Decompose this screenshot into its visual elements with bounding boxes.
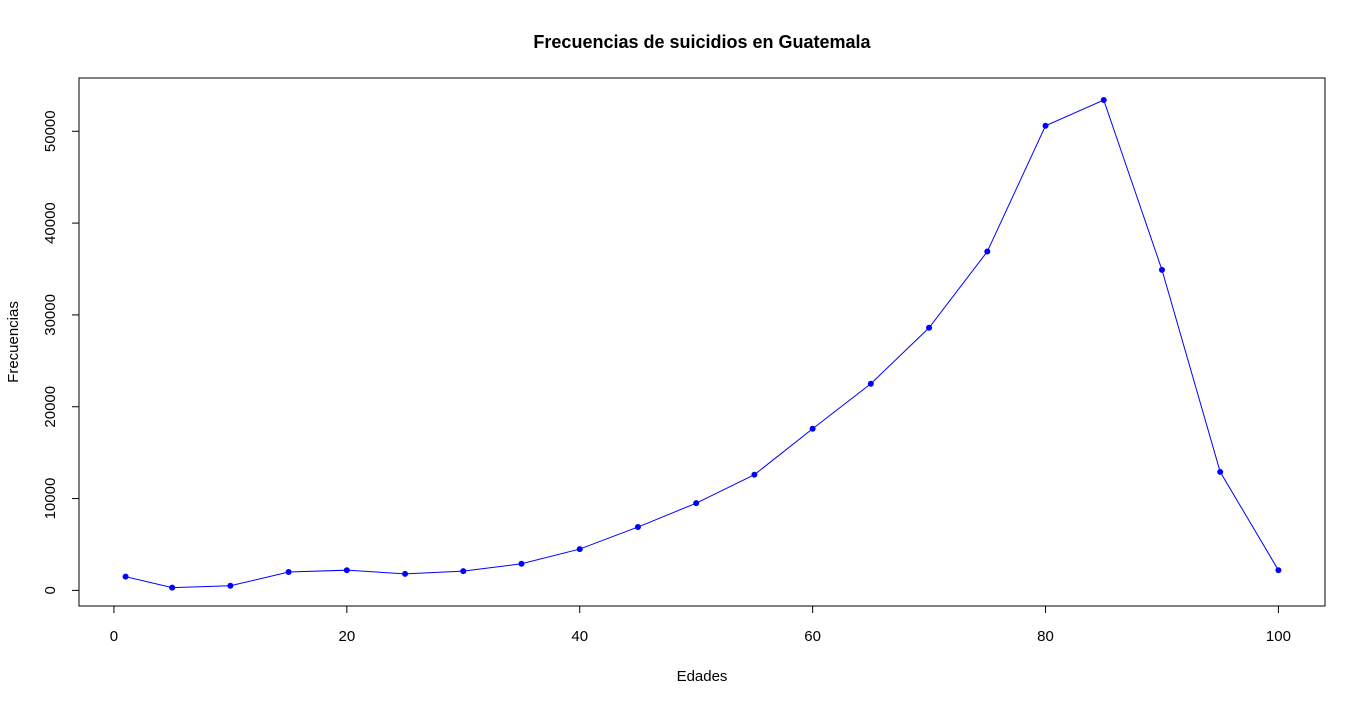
data-point — [1217, 468, 1224, 475]
data-point — [122, 573, 129, 580]
x-tick-label: 80 — [1037, 628, 1054, 645]
data-point — [926, 324, 933, 331]
series-line — [125, 99, 1279, 589]
data-point — [576, 546, 583, 553]
plot-area-frame — [78, 77, 1326, 607]
series-line-group — [122, 97, 1282, 591]
x-axis: 0 20 40 60 80 100 — [110, 605, 1291, 645]
x-tick-label: 60 — [804, 628, 821, 645]
data-point — [1042, 122, 1049, 129]
data-point — [634, 524, 641, 531]
y-tick-label: 10000 — [42, 478, 59, 520]
x-axis-label: Edades — [677, 668, 728, 685]
x-tick-label: 40 — [571, 628, 588, 645]
data-point — [1158, 266, 1165, 273]
y-tick-label: 40000 — [42, 202, 59, 244]
chart-title: Frecuencias de suicidios en Guatemala — [533, 32, 871, 52]
data-point — [809, 425, 816, 432]
data-point — [343, 567, 350, 574]
data-point — [402, 570, 409, 577]
data-point — [285, 569, 292, 576]
y-tick-label: 30000 — [42, 294, 59, 336]
y-axis: 0 10000 20000 30000 40000 50000 — [42, 110, 80, 595]
x-tick-label: 100 — [1266, 628, 1291, 645]
data-point — [984, 248, 991, 255]
data-point — [227, 582, 234, 589]
data-point — [518, 560, 525, 567]
data-point — [1275, 567, 1282, 574]
x-tick-label: 20 — [338, 628, 355, 645]
data-point — [169, 584, 176, 591]
x-tick-label: 0 — [110, 628, 118, 645]
data-point — [1100, 97, 1107, 104]
data-point — [693, 500, 700, 507]
data-point — [751, 471, 758, 478]
y-axis-label: Frecuencias — [5, 301, 22, 383]
data-point — [867, 380, 874, 387]
data-point — [460, 568, 467, 575]
y-tick-label: 50000 — [42, 110, 59, 152]
y-tick-label: 20000 — [42, 386, 59, 428]
y-tick-label: 0 — [42, 586, 59, 594]
